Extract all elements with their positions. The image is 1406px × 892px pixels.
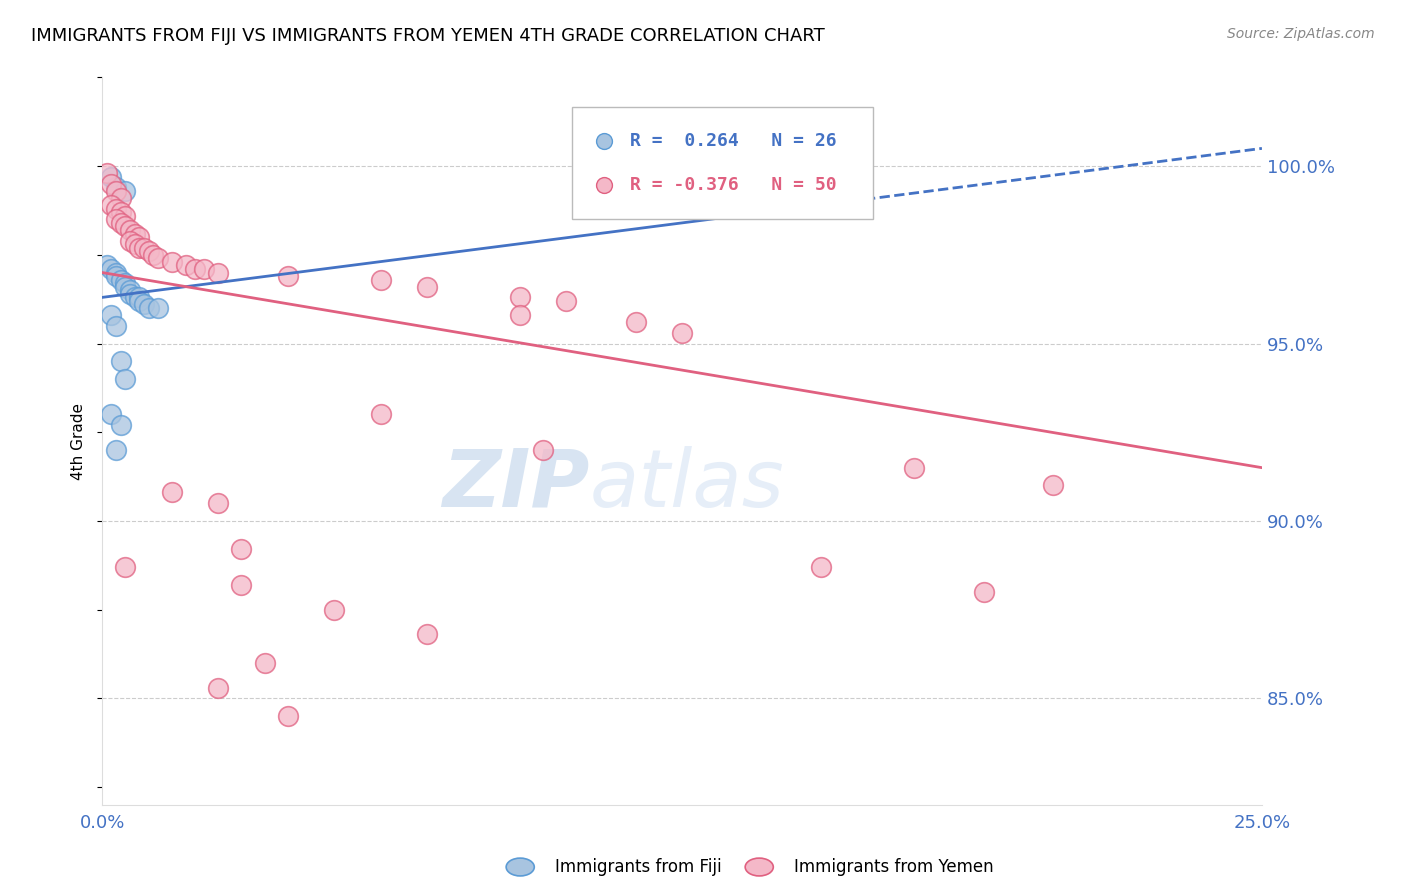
Point [124,237,146,252]
Point [370,408,392,422]
Point [671,326,693,340]
Point [323,602,346,616]
Point [146,301,169,315]
Point [110,354,132,368]
Point [110,216,132,230]
Point [416,279,439,293]
Point [207,681,229,695]
Point [114,560,136,574]
Point [118,223,141,237]
Y-axis label: 4th Grade: 4th Grade [72,402,86,480]
Point [903,460,925,475]
Point [124,227,146,241]
FancyBboxPatch shape [572,106,873,219]
Point [110,273,132,287]
Point [128,293,150,308]
Point [114,219,136,234]
Point [231,542,253,557]
Text: ZIP: ZIP [441,446,589,524]
Point [105,180,128,194]
Point [128,230,150,244]
Point [114,279,136,293]
Point [110,418,132,433]
Point [253,656,276,670]
Point [114,209,136,223]
Point [105,212,128,227]
Point [509,290,531,304]
Point [370,273,392,287]
Point [509,308,531,322]
Point [193,262,215,277]
Point [114,184,136,198]
Point [142,248,165,262]
Point [132,297,155,311]
Point [531,442,554,457]
Point [277,269,299,284]
Point [105,442,128,457]
Point [110,191,132,205]
Text: IMMIGRANTS FROM FIJI VS IMMIGRANTS FROM YEMEN 4TH GRADE CORRELATION CHART: IMMIGRANTS FROM FIJI VS IMMIGRANTS FROM … [31,27,825,45]
Point [118,234,141,248]
Point [100,408,122,422]
Text: Immigrants from Fiji: Immigrants from Fiji [555,858,723,876]
Point [96,259,118,273]
Point [1042,478,1064,492]
Point [124,290,146,304]
Point [207,266,229,280]
Text: Source: ZipAtlas.com: Source: ZipAtlas.com [1227,27,1375,41]
Text: R =  0.264   N = 26: R = 0.264 N = 26 [630,132,837,151]
Point [105,184,128,198]
Point [810,560,832,574]
Point [207,496,229,510]
Text: Immigrants from Yemen: Immigrants from Yemen [794,858,994,876]
Point [114,276,136,290]
Point [416,627,439,641]
Point [810,159,832,173]
Point [114,372,136,386]
Point [105,266,128,280]
Point [128,241,150,255]
Point [184,262,207,277]
Point [100,198,122,212]
Text: R = -0.376   N = 50: R = -0.376 N = 50 [630,176,837,194]
Point [174,259,197,273]
Point [555,293,578,308]
Point [105,269,128,284]
Point [105,202,128,216]
Point [132,241,155,255]
Point [138,301,160,315]
Point [96,166,118,180]
Point [231,578,253,592]
Point [105,318,128,333]
Point [160,485,183,500]
Point [118,286,141,301]
Point [100,308,122,322]
Point [100,262,122,277]
Text: atlas: atlas [589,446,785,524]
Point [100,169,122,184]
Point [277,709,299,723]
Point [110,205,132,219]
Point [118,283,141,297]
Point [624,315,647,329]
Point [146,252,169,266]
Point [138,244,160,259]
Point [128,290,150,304]
Point [973,584,995,599]
Point [160,255,183,269]
Point [100,177,122,191]
